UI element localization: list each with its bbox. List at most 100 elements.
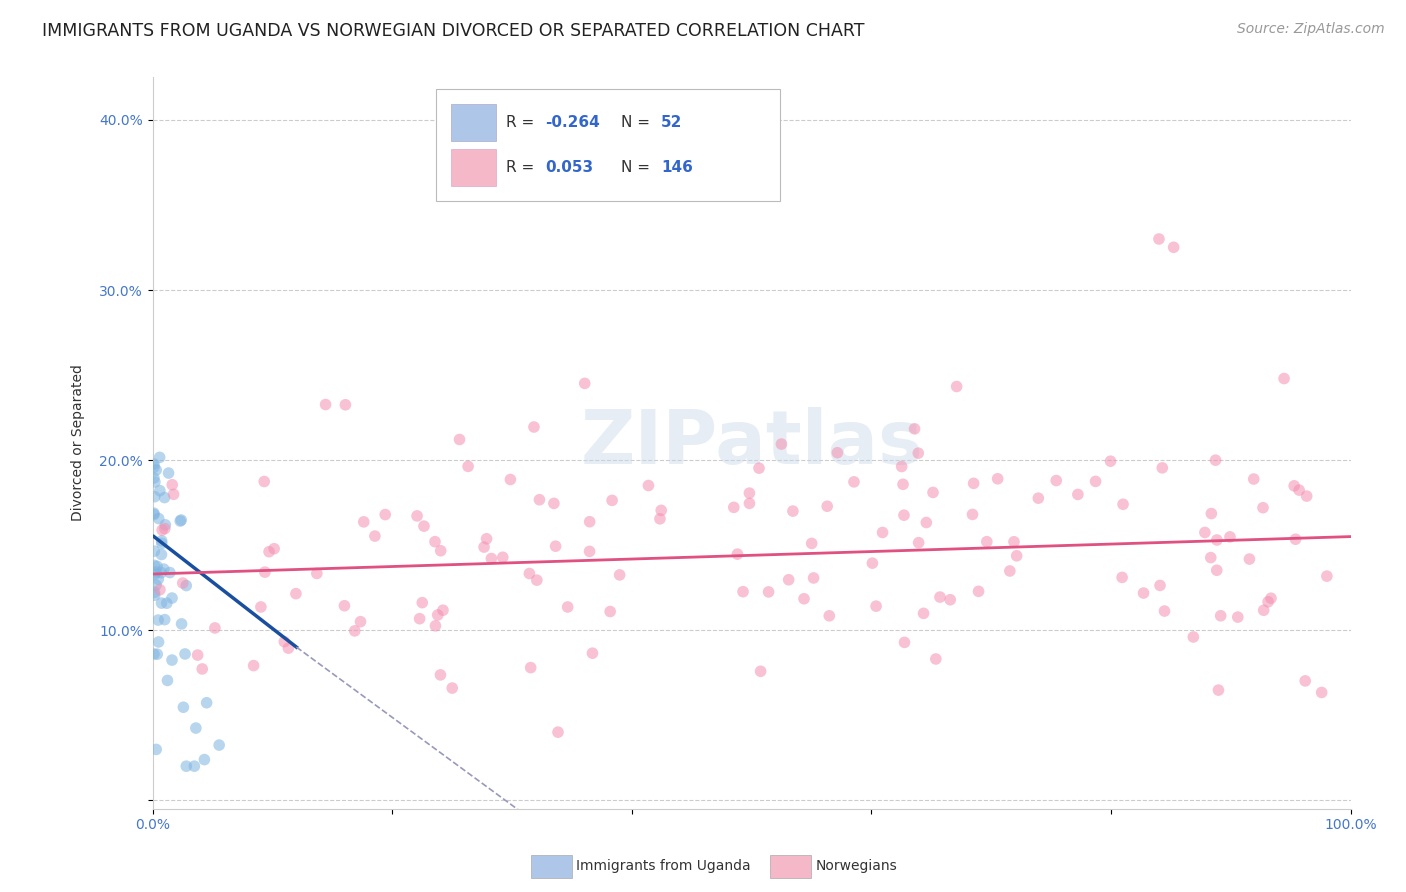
Point xyxy=(1310,685,1333,699)
Point xyxy=(1209,608,1232,623)
Point xyxy=(406,508,429,523)
Point xyxy=(284,587,307,601)
Point xyxy=(723,500,745,515)
Point xyxy=(803,571,825,585)
Point xyxy=(893,635,915,649)
Point xyxy=(891,477,914,491)
Point xyxy=(449,433,471,447)
Point xyxy=(172,700,194,714)
Point xyxy=(195,696,218,710)
Point xyxy=(1132,586,1154,600)
Point xyxy=(429,668,451,682)
Point xyxy=(1284,533,1306,547)
Point xyxy=(1316,569,1339,583)
Point xyxy=(429,543,451,558)
Point xyxy=(263,541,285,556)
Point xyxy=(543,496,565,510)
Point xyxy=(343,624,366,638)
Point xyxy=(145,463,167,477)
Point xyxy=(353,515,375,529)
Point xyxy=(1149,578,1171,592)
Point xyxy=(1153,604,1175,618)
Text: R =: R = xyxy=(506,115,540,130)
Point xyxy=(277,641,299,656)
Point xyxy=(922,485,945,500)
Point xyxy=(492,550,515,565)
Point xyxy=(1288,483,1310,497)
Point xyxy=(1260,591,1282,606)
Point xyxy=(731,584,754,599)
Point xyxy=(143,460,166,475)
Point xyxy=(1152,460,1174,475)
Point xyxy=(145,578,167,592)
Point xyxy=(1282,479,1305,493)
Point xyxy=(1005,549,1028,563)
Point xyxy=(149,450,172,465)
Text: 0.053: 0.053 xyxy=(546,160,593,175)
Point xyxy=(1201,507,1223,521)
Point xyxy=(637,478,659,492)
Point xyxy=(364,529,387,543)
Point xyxy=(150,523,173,537)
Text: N =: N = xyxy=(621,115,655,130)
Point xyxy=(333,599,356,613)
Point xyxy=(827,446,849,460)
Point xyxy=(1163,240,1185,254)
Point xyxy=(1045,474,1067,488)
Point xyxy=(648,512,671,526)
Point xyxy=(1205,533,1227,547)
Point xyxy=(432,603,454,617)
Point xyxy=(162,487,184,501)
Point xyxy=(1294,673,1316,688)
Point xyxy=(425,619,447,633)
Point xyxy=(152,562,174,576)
Point xyxy=(146,613,169,627)
Point xyxy=(143,558,166,573)
Point xyxy=(519,566,541,581)
Point xyxy=(499,473,522,487)
Point xyxy=(782,504,804,518)
Point xyxy=(157,466,180,480)
Point xyxy=(907,446,929,460)
Point xyxy=(749,665,772,679)
Point xyxy=(842,475,865,489)
Point xyxy=(423,534,446,549)
Point xyxy=(962,508,984,522)
Point xyxy=(818,608,841,623)
Point xyxy=(557,599,579,614)
Point xyxy=(150,596,173,610)
Point xyxy=(519,660,541,674)
Point xyxy=(153,613,176,627)
Point xyxy=(193,753,215,767)
Point xyxy=(998,564,1021,578)
Point xyxy=(172,576,194,591)
Point xyxy=(1253,603,1275,617)
Point xyxy=(148,635,170,649)
Point xyxy=(153,491,176,505)
Point xyxy=(529,492,551,507)
Point xyxy=(148,572,170,586)
Point xyxy=(143,585,166,599)
Point xyxy=(1111,570,1133,584)
Point xyxy=(170,513,193,527)
Point xyxy=(738,496,761,510)
Point xyxy=(1208,683,1230,698)
Point xyxy=(150,548,173,562)
Point xyxy=(547,725,569,739)
Point xyxy=(1205,453,1227,467)
Point xyxy=(778,573,800,587)
Point xyxy=(815,500,838,514)
Point xyxy=(962,476,984,491)
Point xyxy=(143,567,166,582)
Point xyxy=(770,437,793,451)
Point xyxy=(1226,610,1249,624)
Point xyxy=(174,578,197,592)
Point xyxy=(150,536,173,550)
Point xyxy=(408,612,430,626)
Point xyxy=(1219,530,1241,544)
Point xyxy=(581,646,603,660)
Point xyxy=(160,653,183,667)
Text: R =: R = xyxy=(506,160,540,175)
Point xyxy=(872,525,894,540)
Point xyxy=(860,556,883,570)
